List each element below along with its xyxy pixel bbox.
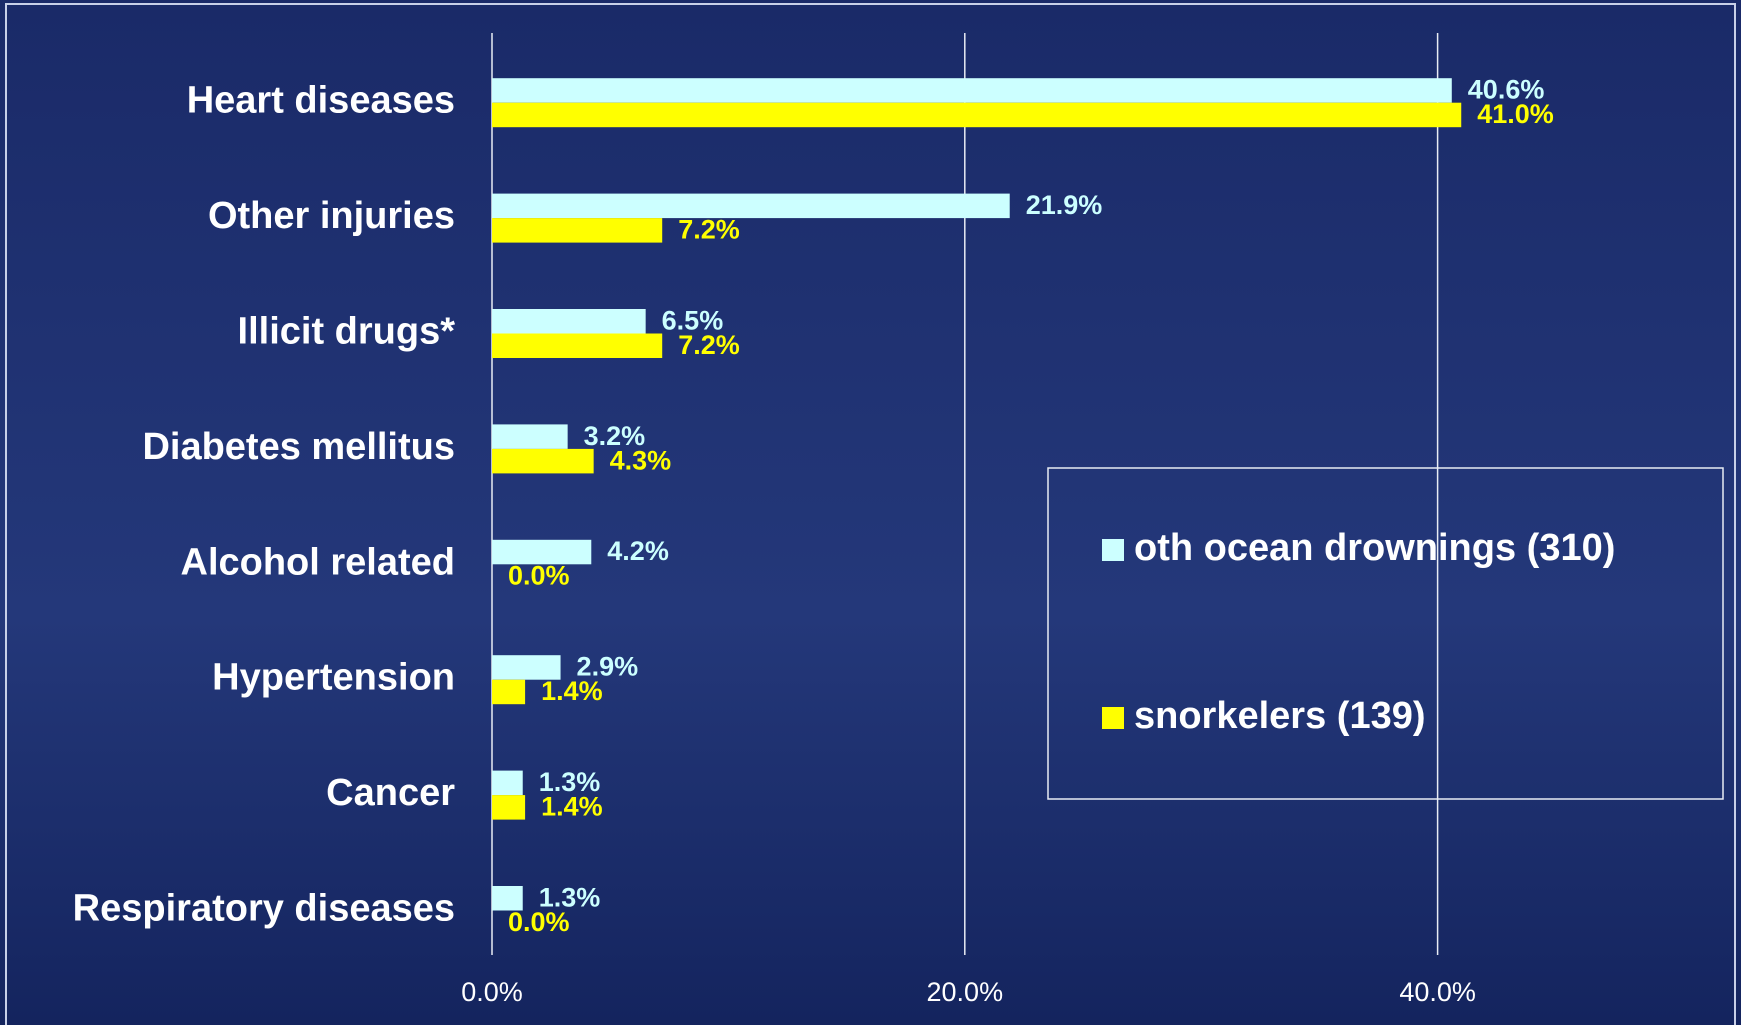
value-label: 0.0% <box>508 907 570 937</box>
y-tick-label: Diabetes mellitus <box>142 426 455 468</box>
legend-swatch <box>1102 539 1124 561</box>
value-label: 41.0% <box>1477 99 1554 129</box>
legend-swatch <box>1102 707 1124 729</box>
value-label: 2.9% <box>577 652 639 682</box>
value-label: 21.9% <box>1026 190 1103 220</box>
value-label: 3.2% <box>584 421 646 451</box>
value-label: 4.3% <box>610 445 672 475</box>
bar <box>492 770 523 796</box>
bar <box>492 448 594 474</box>
bar <box>492 539 592 565</box>
value-label: 1.3% <box>539 767 601 797</box>
bar <box>492 102 1462 128</box>
bar <box>492 193 1010 219</box>
bar <box>492 333 663 358</box>
bar <box>492 424 568 449</box>
x-tick-label: 40.0% <box>1399 977 1476 1007</box>
y-tick-label: Hypertension <box>212 657 455 699</box>
x-tick-label: 0.0% <box>461 977 523 1007</box>
value-label: 7.2% <box>678 214 740 244</box>
y-tick-label: Alcohol related <box>181 541 456 583</box>
bar <box>492 218 663 243</box>
bar <box>492 309 646 334</box>
y-tick-label: Heart diseases <box>187 80 455 122</box>
value-label: 1.3% <box>539 882 601 912</box>
frame <box>5 3 1736 1025</box>
legend-label: snorkelers (139) <box>1134 695 1426 737</box>
y-tick-label: Other injuries <box>208 195 455 237</box>
bar <box>492 655 561 680</box>
value-label: 7.2% <box>678 330 740 360</box>
legend-box <box>1047 467 1724 800</box>
bar <box>492 679 526 705</box>
bar <box>492 886 523 911</box>
value-label: 4.2% <box>607 536 669 566</box>
value-label: 1.4% <box>541 676 603 706</box>
bar <box>492 78 1452 103</box>
bar <box>492 795 526 820</box>
y-tick-label: Illicit drugs* <box>238 311 456 353</box>
value-label: 40.6% <box>1468 75 1545 105</box>
value-label: 0.0% <box>508 561 570 591</box>
y-tick-label: Cancer <box>326 772 455 814</box>
x-tick-label: 20.0% <box>927 977 1004 1007</box>
value-label: 1.4% <box>541 791 603 821</box>
legend-label: oth ocean drownings (310) <box>1134 527 1615 569</box>
y-tick-label: Respiratory diseases <box>73 888 455 930</box>
value-label: 6.5% <box>662 305 724 335</box>
